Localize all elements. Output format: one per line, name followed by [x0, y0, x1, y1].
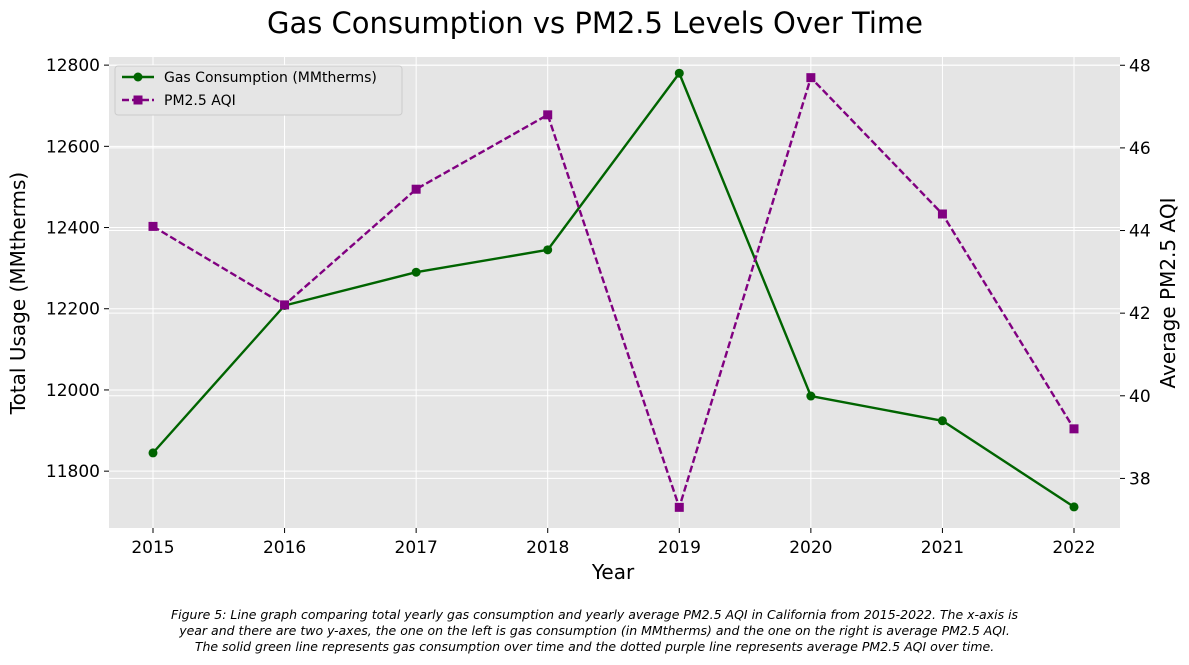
chart-title: Gas Consumption vs PM2.5 Levels Over Tim…: [267, 6, 923, 40]
x-tick-label: 2018: [526, 538, 569, 558]
x-tick-label: 2016: [263, 538, 306, 558]
x-tick-label: 2021: [921, 538, 964, 558]
caption-line: The solid green line represents gas cons…: [194, 639, 995, 654]
data-point-gas: [806, 391, 816, 401]
y-tick-label-right: 48: [1129, 56, 1151, 76]
data-point-pm25: [674, 502, 684, 512]
series-line-pm25: [152, 76, 1076, 509]
y-tick-label-left: 12000: [46, 381, 100, 401]
data-point-pm25: [806, 73, 816, 83]
data-point-gas: [937, 416, 947, 426]
series-line-gas: [152, 72, 1075, 508]
x-tick-label: 2017: [395, 538, 438, 558]
figure-caption: Figure 5: Line graph comparing total yea…: [0, 607, 1189, 655]
data-point-pm25: [937, 209, 947, 219]
legend-label-gas: Gas Consumption (MMtherms): [164, 70, 377, 86]
y-axis-right-label: Average PM2.5 AQI: [1156, 198, 1180, 389]
series-lines: [148, 68, 1079, 512]
y-tick-label-left: 12200: [46, 300, 100, 320]
legend-box: [114, 65, 403, 116]
y-tick-label-right: 46: [1129, 139, 1151, 159]
x-axis-label: Year: [591, 560, 635, 584]
legend-marker-gas: [133, 72, 143, 82]
y-tick-label-left: 12600: [46, 137, 100, 157]
y-tick-label-left: 12800: [46, 56, 100, 76]
data-point-gas: [411, 267, 421, 277]
y-tick-label-left: 11800: [46, 462, 100, 482]
plot-area: [109, 57, 1120, 528]
legend: Gas Consumption (MMtherms) PM2.5 AQI: [114, 65, 403, 116]
x-tick-label: 2015: [131, 538, 174, 558]
x-tick-label: 2020: [789, 538, 832, 558]
y-tick-label-right: 44: [1129, 222, 1151, 242]
axes: 2015 2016 2017 2018 2019 2020 2021 2022 11800 120…: [46, 56, 1151, 558]
x-tick-label: 2019: [658, 538, 701, 558]
y-tick-label-right: 38: [1129, 469, 1151, 489]
line-chart: Gas Consumption vs PM2.5 Levels Over Tim…: [6, 6, 1180, 584]
data-point-pm25: [148, 221, 158, 231]
grid-lines: [109, 57, 1120, 528]
data-point-gas: [674, 68, 684, 78]
caption-line: year and there are two y-axes, the one o…: [179, 623, 1010, 638]
data-point-gas: [543, 245, 553, 255]
caption-line: Figure 5: Line graph comparing total yea…: [170, 607, 1019, 622]
y-tick-label-right: 42: [1129, 304, 1151, 324]
y-tick-label-left: 12400: [46, 219, 100, 239]
data-point-gas: [148, 448, 158, 458]
legend-marker-pm25: [133, 95, 143, 105]
y-axis-left-label: Total Usage (MMtherms): [6, 172, 30, 415]
x-tick-label: 2022: [1052, 538, 1095, 558]
data-point-gas: [1069, 502, 1079, 512]
data-point-pm25: [1069, 424, 1079, 434]
legend-label-pm25: PM2.5 AQI: [164, 93, 236, 109]
data-point-pm25: [280, 300, 290, 310]
data-point-pm25: [543, 110, 553, 120]
y-tick-label-right: 40: [1129, 387, 1151, 407]
data-point-pm25: [411, 184, 421, 194]
